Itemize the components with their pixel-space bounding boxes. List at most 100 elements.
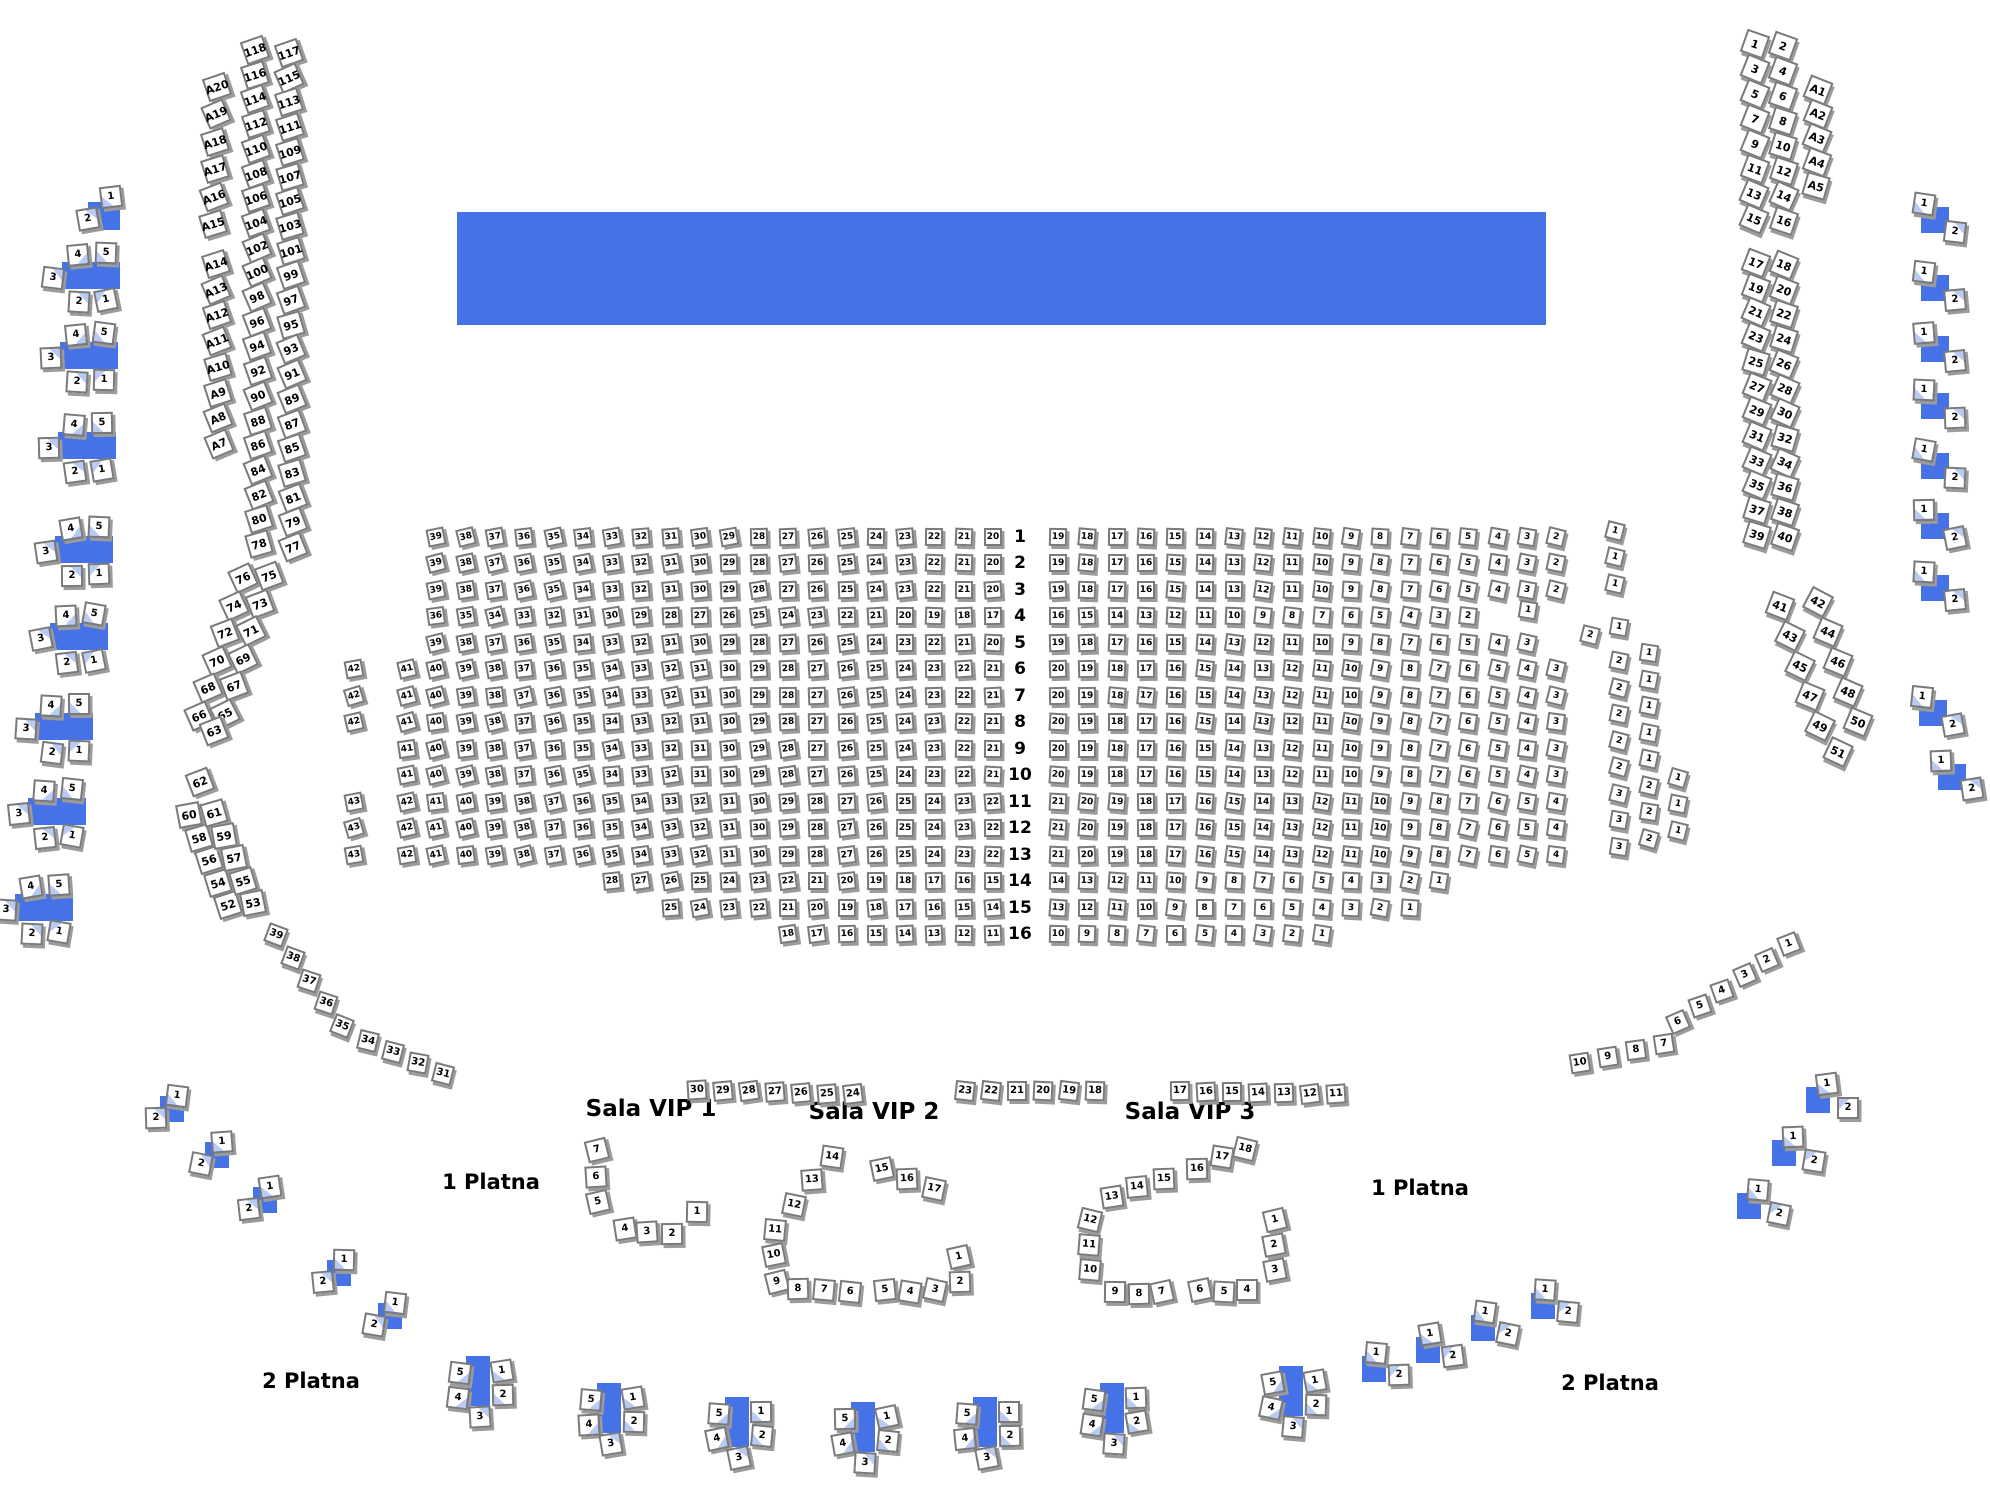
seat-row-5[interactable]: 31 bbox=[660, 632, 681, 654]
seat-row-6[interactable]: 10 bbox=[1340, 658, 1362, 680]
seat-row-11[interactable]: 33 bbox=[660, 792, 681, 812]
seat-row-11[interactable]: 20 bbox=[1077, 792, 1098, 812]
seat-row-5[interactable]: 16 bbox=[1136, 633, 1156, 653]
seat-row-10[interactable]: 32 bbox=[660, 764, 681, 786]
seat-row-2[interactable]: 18 bbox=[1077, 553, 1098, 573]
seat-row-10[interactable]: 39 bbox=[454, 764, 477, 786]
seat-row-9[interactable]: 41 bbox=[396, 738, 418, 760]
seat-row-16[interactable]: 12 bbox=[954, 924, 973, 944]
seat-row-12[interactable]: 22 bbox=[983, 818, 1003, 838]
seat-row-11[interactable]: 39 bbox=[484, 791, 506, 813]
seat-row-16[interactable]: 9 bbox=[1077, 924, 1097, 944]
seat-lower-right-loge[interactable]: 1 bbox=[1472, 1299, 1498, 1325]
seat-row-2[interactable]: 9 bbox=[1341, 553, 1361, 573]
seat-row-3[interactable]: 20 bbox=[983, 580, 1003, 600]
seat-right-wall-loge[interactable]: 1 bbox=[1912, 321, 1936, 345]
seat-row-3[interactable]: 23 bbox=[895, 580, 915, 600]
seat-sala-vip-1[interactable]: 6 bbox=[584, 1165, 608, 1189]
seat-row-11[interactable]: 16 bbox=[1194, 792, 1215, 812]
seat-row-6[interactable]: 17 bbox=[1136, 659, 1156, 679]
seat-lower-right-loge[interactable]: 2 bbox=[1440, 1343, 1466, 1369]
seat-right-wall-even[interactable]: 10 bbox=[1768, 131, 1799, 161]
seat-right-diag-loge[interactable]: 2 bbox=[1766, 1201, 1792, 1227]
seat-row-3[interactable]: 21 bbox=[954, 580, 973, 600]
seat-left-wall-loge[interactable]: 4 bbox=[66, 243, 90, 267]
seat-row-7[interactable]: 39 bbox=[455, 685, 476, 707]
seat-row-6[interactable]: 2 bbox=[1608, 650, 1631, 672]
seat-row-8[interactable]: 15 bbox=[1194, 711, 1215, 733]
seat-row-1[interactable]: 22 bbox=[925, 527, 944, 547]
seat-row-1[interactable]: 28 bbox=[749, 527, 768, 547]
seat-row-6[interactable]: 19 bbox=[1078, 659, 1097, 679]
seat-row-10[interactable]: 40 bbox=[425, 764, 448, 786]
seat-row-7[interactable]: 2 bbox=[1608, 677, 1631, 699]
seat-row-8[interactable]: 16 bbox=[1165, 712, 1185, 732]
seat-right-curve-even[interactable]: 48 bbox=[1832, 676, 1864, 708]
seat-arc-left-b[interactable]: 31 bbox=[430, 1061, 456, 1087]
seat-row-6[interactable]: 33 bbox=[631, 658, 652, 680]
seat-row-5[interactable]: 2 bbox=[1579, 624, 1602, 646]
seat-sala-vip-3[interactable]: 18 bbox=[1231, 1135, 1259, 1163]
seat-row-3[interactable]: 28 bbox=[748, 579, 769, 601]
seat-row-9[interactable]: 1 bbox=[1638, 722, 1660, 744]
seat-right-curve-even[interactable]: 42 bbox=[1801, 585, 1835, 619]
seat-lower-left-loge[interactable]: 2 bbox=[144, 1106, 168, 1130]
seat-row-12[interactable]: 11 bbox=[1341, 818, 1361, 838]
seat-arc-right-b[interactable]: 6 bbox=[1664, 1008, 1692, 1036]
seat-arc-left-b[interactable]: 33 bbox=[380, 1039, 406, 1065]
seat-sala-vip-1[interactable]: 4 bbox=[612, 1216, 638, 1242]
seat-row-7[interactable]: 7 bbox=[1428, 685, 1450, 707]
seat-row-3[interactable]: 33 bbox=[602, 580, 622, 600]
seat-row-15[interactable]: 8 bbox=[1195, 899, 1214, 917]
seat-row-10[interactable]: 1 bbox=[1637, 748, 1660, 770]
seat-row-4[interactable]: 14 bbox=[1107, 606, 1126, 626]
seat-row-4[interactable]: 1 bbox=[1517, 599, 1538, 621]
seat-row-13[interactable]: 38 bbox=[513, 844, 536, 866]
seat-bottom-loge[interactable]: 2 bbox=[998, 1424, 1022, 1448]
seat-arc-mid-c[interactable]: 12 bbox=[1298, 1082, 1322, 1105]
seat-sala-vip-1[interactable]: 3 bbox=[635, 1220, 659, 1244]
seat-row-8[interactable]: 35 bbox=[572, 711, 593, 733]
seat-row-7[interactable]: 42 bbox=[342, 684, 365, 708]
seat-row-15[interactable]: 9 bbox=[1165, 897, 1186, 919]
seat-row-6[interactable]: 1 bbox=[1638, 642, 1659, 664]
seat-row-3[interactable]: 31 bbox=[660, 580, 681, 600]
seat-row-14[interactable]: 7 bbox=[1253, 870, 1274, 892]
seat-row-11[interactable]: 41 bbox=[426, 791, 447, 813]
seat-row-11[interactable]: 8 bbox=[1428, 791, 1450, 813]
seat-row-2[interactable]: 11 bbox=[1282, 553, 1302, 573]
seat-row-11[interactable]: 2 bbox=[1637, 775, 1660, 797]
seat-right-wall-loge[interactable]: 2 bbox=[1942, 219, 1968, 245]
seat-row-10[interactable]: 36 bbox=[542, 764, 565, 786]
seat-bottom-loge[interactable]: 1 bbox=[997, 1400, 1021, 1424]
seat-row-6[interactable]: 21 bbox=[983, 659, 1003, 679]
seat-row-9[interactable]: 38 bbox=[484, 738, 506, 760]
seat-right-wall-loge[interactable]: 1 bbox=[1929, 749, 1953, 773]
seat-row-9[interactable]: 10 bbox=[1341, 739, 1361, 759]
seat-row-4[interactable]: 16 bbox=[1048, 606, 1068, 626]
seat-row-10[interactable]: 20 bbox=[1048, 765, 1068, 785]
seat-row-14[interactable]: 27 bbox=[631, 870, 652, 892]
seat-left-wall-loge[interactable]: 4 bbox=[54, 604, 78, 628]
seat-row-6[interactable]: 4 bbox=[1516, 658, 1538, 680]
seat-row-2[interactable]: 1 bbox=[1604, 546, 1627, 568]
seat-row-9[interactable]: 29 bbox=[748, 738, 769, 760]
seat-row-7[interactable]: 14 bbox=[1223, 686, 1244, 706]
seat-row-4[interactable]: 8 bbox=[1282, 606, 1303, 626]
seat-row-6[interactable]: 25 bbox=[866, 659, 886, 679]
seat-row-13[interactable]: 31 bbox=[719, 845, 740, 865]
seat-left-wall-even[interactable]: 104 bbox=[241, 207, 272, 239]
seat-sala-vip-3[interactable]: 10 bbox=[1078, 1258, 1102, 1282]
seat-arc-mid-b[interactable]: 23 bbox=[953, 1079, 977, 1103]
seat-row-6[interactable]: 7 bbox=[1428, 658, 1450, 680]
seat-sala-vip-3[interactable]: 7 bbox=[1148, 1278, 1176, 1306]
seat-row-4[interactable]: 28 bbox=[661, 606, 681, 626]
seat-row-1[interactable]: 25 bbox=[836, 527, 857, 547]
seat-arc-right-b[interactable]: 5 bbox=[1687, 993, 1713, 1020]
seat-row-13[interactable]: 20 bbox=[1077, 845, 1097, 865]
seat-left-wall-odd[interactable]: 77 bbox=[277, 531, 309, 563]
seat-row-1[interactable]: 30 bbox=[689, 526, 711, 548]
seat-row-3[interactable]: 35 bbox=[542, 579, 565, 601]
seat-row-3[interactable]: 6 bbox=[1428, 579, 1450, 601]
seat-row-11[interactable]: 34 bbox=[631, 791, 652, 813]
